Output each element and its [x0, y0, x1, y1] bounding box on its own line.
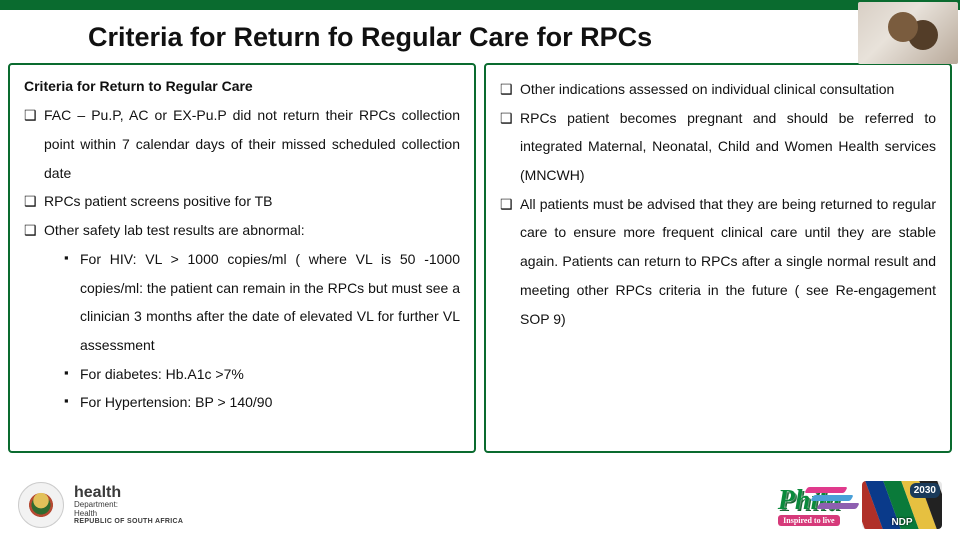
coat-of-arms-icon [18, 482, 64, 528]
dept-country: REPUBLIC OF SOUTH AFRICA [74, 518, 183, 525]
phila-tagline: Inspired to live [778, 515, 840, 526]
right-bullet-2: RPCs patient becomes pregnant and should… [500, 104, 936, 190]
content-columns: Criteria for Return to Regular Care FAC … [0, 63, 960, 453]
footer-right: Phila Inspired to live 2030 NDP [778, 481, 942, 529]
page-title: Criteria for Return fo Regular Care for … [0, 10, 960, 63]
left-sub-3: For Hypertension: BP > 140/90 [64, 388, 460, 417]
left-bullet-2: RPCs patient screens positive for TB [24, 187, 460, 216]
corner-photo [858, 2, 958, 64]
dept-word: health [74, 485, 183, 502]
phila-swoosh-icon [816, 503, 859, 509]
left-column: Criteria for Return to Regular Care FAC … [8, 63, 476, 453]
left-bullet-3: Other safety lab test results are abnorm… [24, 216, 460, 417]
ndp-logo: 2030 NDP [862, 481, 942, 529]
phila-swoosh-icon [810, 495, 853, 501]
dept-line2: Health [74, 510, 183, 518]
right-column: Other indications assessed on individual… [484, 63, 952, 453]
right-bullet-3: All patients must be advised that they a… [500, 190, 936, 333]
ndp-label: NDP [862, 517, 942, 528]
phila-logo: Phila Inspired to live [778, 485, 840, 526]
left-bullet-1: FAC – Pu.P, AC or EX-Pu.P did not return… [24, 101, 460, 187]
right-bullet-1: Other indications assessed on individual… [500, 75, 936, 104]
footer: health Department: Health REPUBLIC OF SO… [0, 474, 960, 536]
dept-health-text: health Department: Health REPUBLIC OF SO… [74, 485, 183, 526]
left-bullet-3-text: Other safety lab test results are abnorm… [44, 222, 305, 238]
left-sub-1: For HIV: VL > 1000 copies/ml ( where VL … [64, 245, 460, 360]
header-strip [0, 0, 960, 10]
left-sub-2: For diabetes: Hb.A1c >7% [64, 360, 460, 389]
left-heading: Criteria for Return to Regular Care [24, 75, 460, 97]
ndp-year: 2030 [910, 483, 940, 498]
phila-swoosh-icon [804, 487, 847, 493]
footer-left: health Department: Health REPUBLIC OF SO… [18, 482, 183, 528]
